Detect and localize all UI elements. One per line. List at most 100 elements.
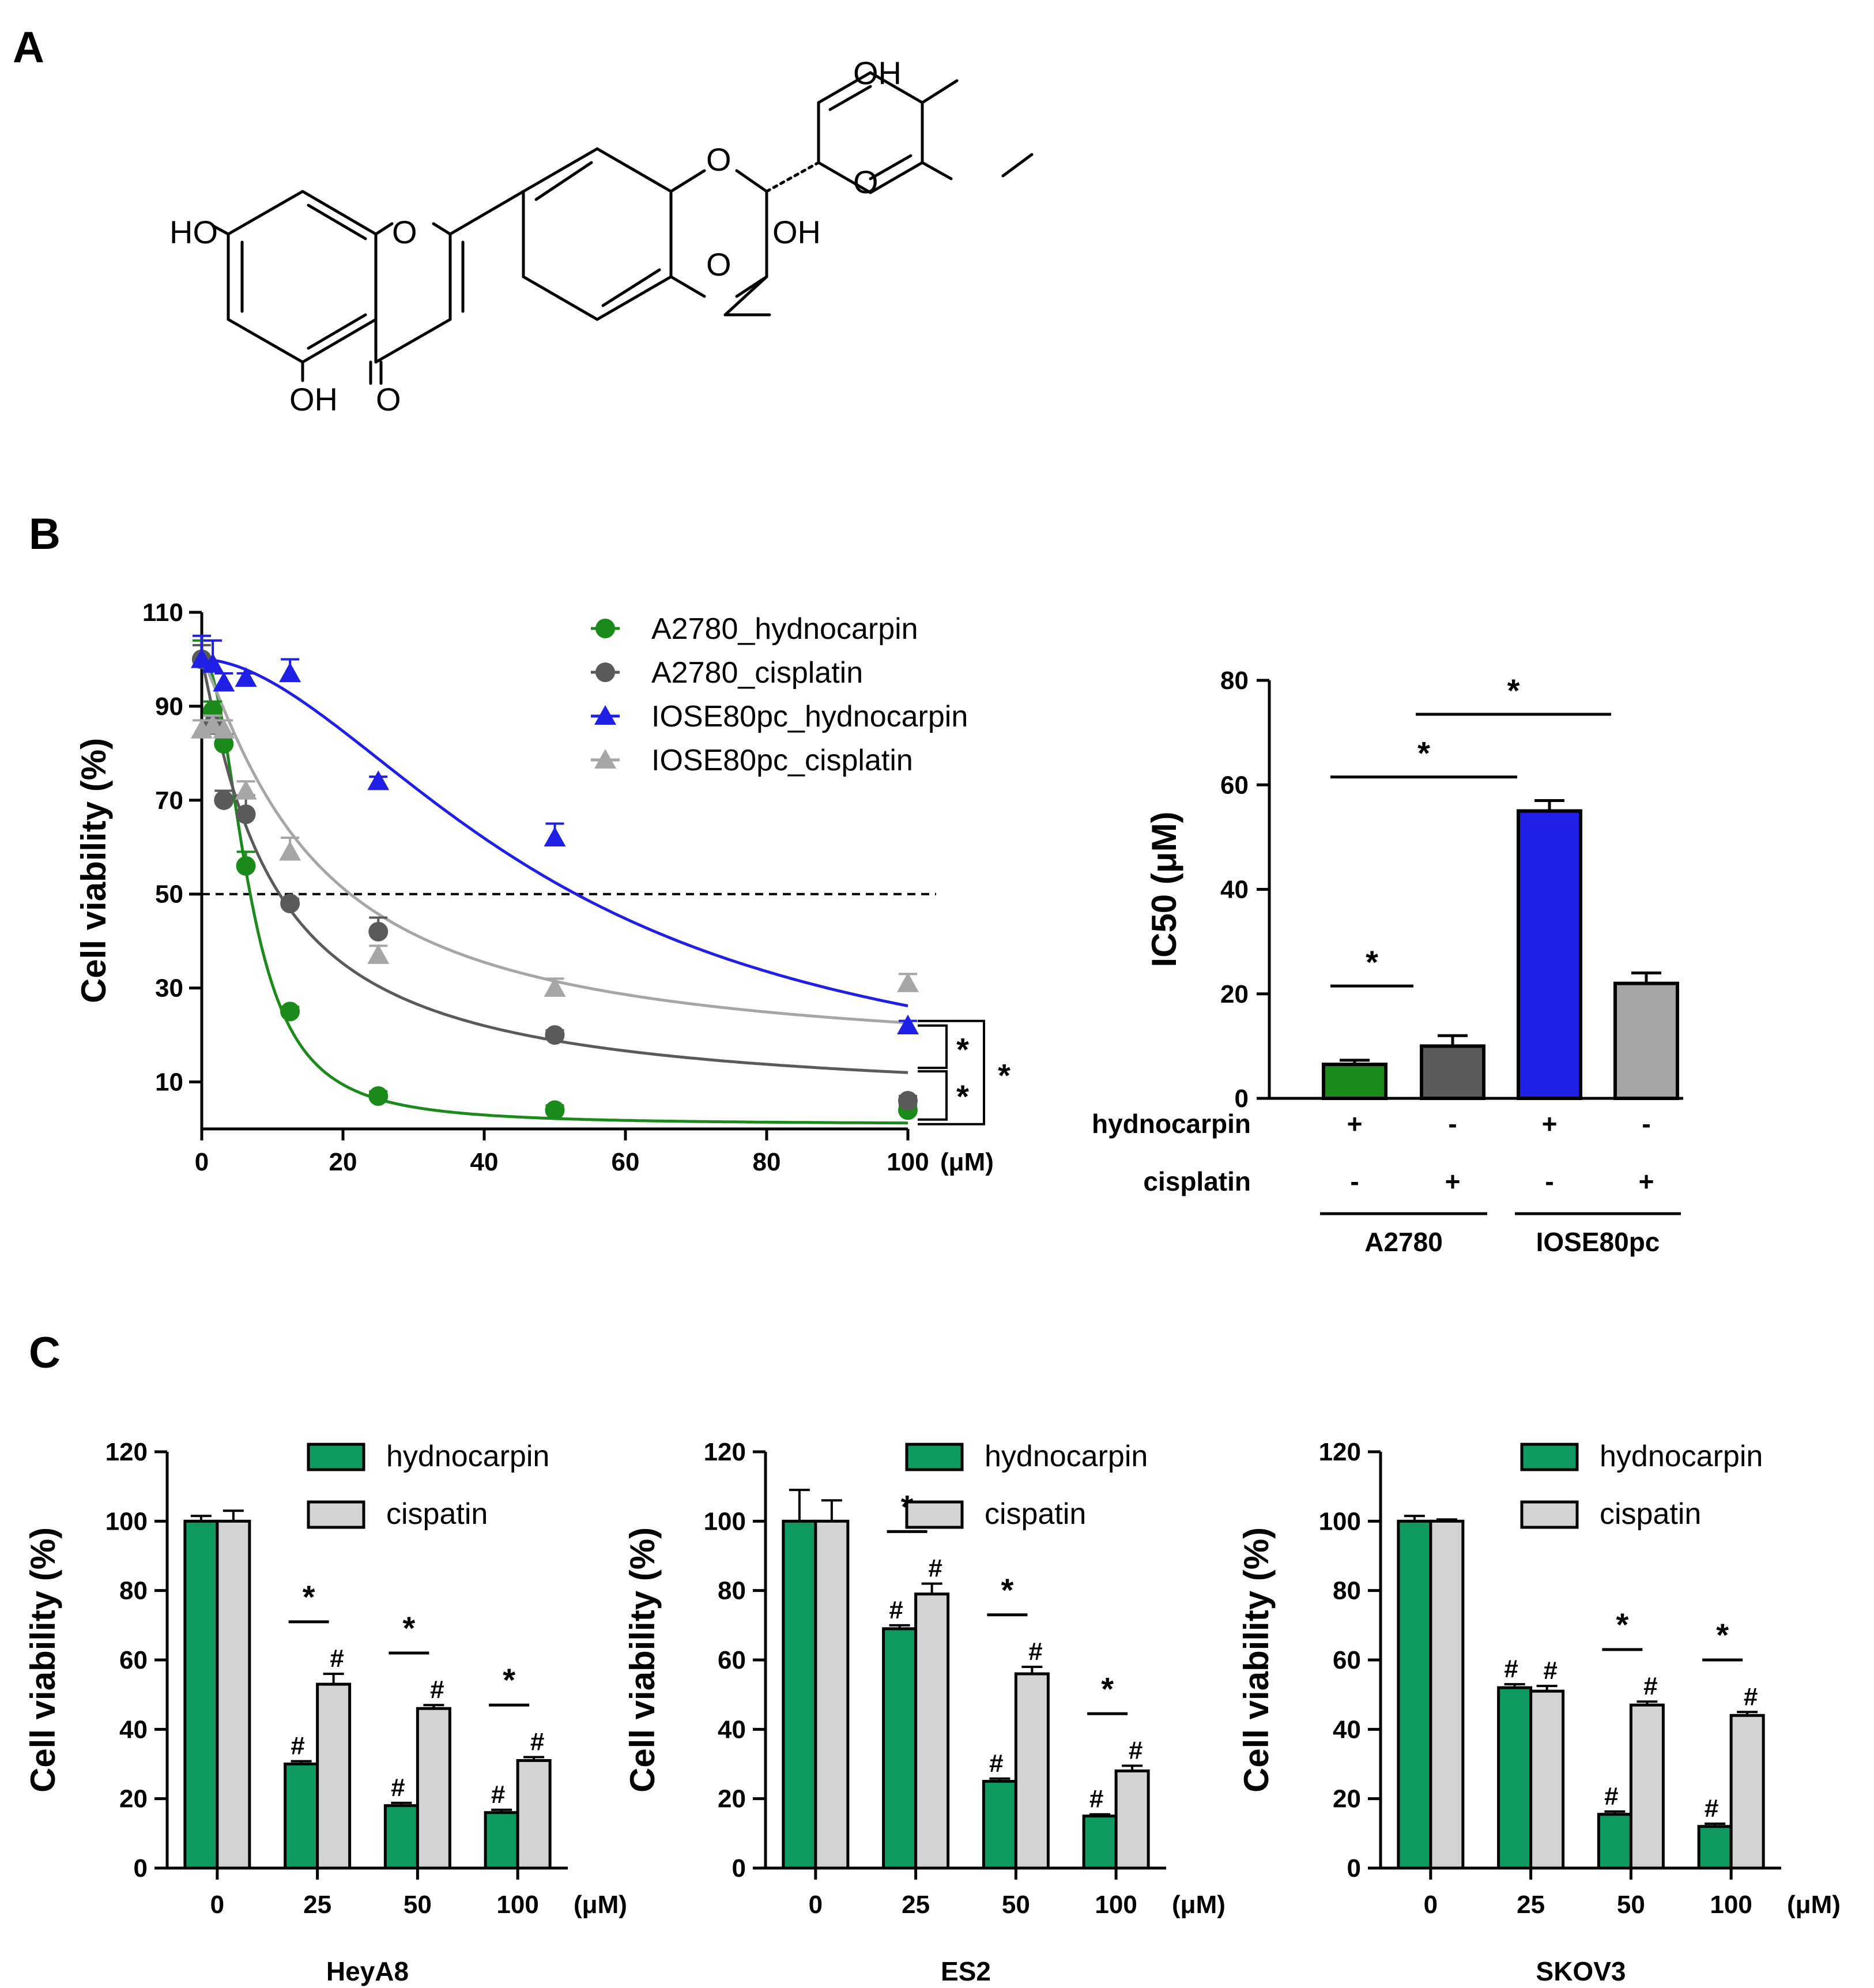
y-tick-label: 0 (1235, 1085, 1249, 1113)
bar-cispatin (316, 1682, 352, 1870)
bar-hydnocarpin (1697, 1825, 1733, 1870)
x-unit-label: (μM) (574, 1891, 627, 1919)
data-point-A2780_hydnocarpin (236, 856, 256, 876)
y-axis-title: Cell viability (%) (74, 738, 113, 1003)
x-unit-label: (μM) (940, 1148, 994, 1176)
y-tick-label: 30 (155, 974, 183, 1003)
significance-star: * (1507, 672, 1520, 709)
y-tick-label: 80 (119, 1577, 148, 1605)
chart-b-dose-response: 10 30 50 70 90 110 0 20 40 60 80 100 (μM) Cell viabil… (74, 598, 1010, 1176)
legend-swatch (1520, 1500, 1579, 1529)
x-tick-label: 0 (809, 1891, 823, 1919)
hash-mark: # (330, 1644, 344, 1673)
legend-label-cispatin: cispatin (386, 1497, 488, 1531)
hash-mark: # (1604, 1782, 1618, 1810)
chart-b-ic50-bars: 0 20 40 60 80 IC50 (μM) hydnocarpin + - + - cisplat… (1092, 667, 1683, 1257)
significance-star: * (1417, 735, 1430, 771)
data-point-IOSE80pc_hydnocarpin (897, 1014, 919, 1034)
y-tick-label: 40 (119, 1715, 148, 1744)
legend-marker (595, 619, 615, 638)
y-tick-label: 80 (1333, 1577, 1361, 1605)
bar-cispatin (1529, 1689, 1565, 1870)
legend-swatch (905, 1443, 964, 1471)
bar-hydnocarpin (484, 1811, 519, 1870)
fit-curve-IOSE80pc_hydnocarpin (201, 658, 908, 1008)
data-point-A2780_hydnocarpin (368, 1086, 389, 1106)
ic50-bar (1613, 981, 1679, 1100)
legend-label-cispatin: cispatin (985, 1497, 1086, 1531)
chem-label-o-ketone: O (376, 381, 401, 417)
bar-hydnocarpin (982, 1780, 1017, 1870)
y-tick-label: 110 (142, 598, 183, 627)
y-tick-label: 40 (718, 1715, 746, 1744)
bar-cispatin (1429, 1519, 1465, 1870)
data-point-IOSE80pc_cisplatin (279, 841, 301, 861)
legend-label-A2780_cisplatin: A2780_cisplatin (651, 656, 863, 690)
hash-mark: # (430, 1676, 444, 1704)
y-tick-label: 80 (718, 1577, 746, 1605)
x-tick-label: 60 (612, 1148, 640, 1176)
data-point-A2780_hydnocarpin (214, 734, 234, 754)
significance-star: * (503, 1662, 515, 1698)
y-tick-label: 60 (718, 1646, 746, 1674)
panel-b-label: B (29, 510, 61, 559)
ic50-bar (1517, 809, 1582, 1100)
x-tick-label: 0 (1424, 1891, 1438, 1919)
significance-star: * (303, 1579, 315, 1615)
hash-mark: # (291, 1732, 304, 1760)
condition-sign: - (1350, 1166, 1359, 1196)
data-point-IOSE80pc_hydnocarpin (213, 672, 235, 692)
x-tick-label: 25 (1517, 1891, 1545, 1919)
x-tick-label: 100 (887, 1148, 929, 1176)
bar-hydnocarpin (1082, 1814, 1118, 1870)
legend-marker (594, 749, 616, 769)
legend-swatch (1520, 1443, 1579, 1471)
data-point-A2780_cisplatin (898, 1091, 918, 1111)
chem-label-oh-top: OH (853, 55, 902, 91)
significance-star: * (956, 1078, 969, 1115)
y-tick-label: 120 (704, 1438, 746, 1466)
legend-label-hydnocarpin: hydnocarpin (1600, 1440, 1763, 1473)
data-point-IOSE80pc_cisplatin (213, 718, 235, 739)
y-tick-label: 100 (105, 1507, 148, 1535)
panel-c-label: C (29, 1328, 61, 1377)
cell-line-title: HeyA8 (326, 1956, 409, 1986)
data-point-A2780_cisplatin (545, 1025, 565, 1045)
condition-sign: - (1545, 1166, 1554, 1196)
hash-mark: # (1643, 1672, 1657, 1700)
bar-cispatin (1729, 1714, 1765, 1870)
x-tick-label: 0 (210, 1891, 224, 1919)
y-tick-label: 20 (1333, 1785, 1361, 1813)
y-tick-label: 0 (1347, 1854, 1361, 1882)
x-unit-label: (μM) (1787, 1891, 1841, 1919)
x-tick-label: 0 (195, 1148, 209, 1176)
significance-star: * (956, 1031, 969, 1067)
y-tick-label: 20 (119, 1785, 148, 1813)
significance-star: * (1001, 1572, 1013, 1608)
data-point-IOSE80pc_cisplatin (367, 944, 390, 964)
significance-star: * (1101, 1670, 1114, 1707)
chem-label-o-ring: O (392, 214, 417, 250)
y-tick-label: 60 (1220, 771, 1249, 799)
legend-label-IOSE80pc_hydnocarpin: IOSE80pc_hydnocarpin (651, 700, 968, 733)
legend-marker (595, 662, 615, 682)
legend-label-hydnocarpin: hydnocarpin (985, 1440, 1148, 1473)
legend-label-cispatin: cispatin (1600, 1497, 1701, 1531)
bar-cispatin (914, 1592, 950, 1870)
data-point-IOSE80pc_hydnocarpin (202, 653, 224, 673)
x-tick-label: 25 (902, 1891, 930, 1919)
y-tick-label: 40 (1333, 1715, 1361, 1744)
y-tick-label: 60 (1333, 1646, 1361, 1674)
significance-star: * (1616, 1606, 1628, 1643)
hash-mark: # (491, 1780, 505, 1809)
condition-sign: + (1542, 1109, 1558, 1139)
ic50-bar (1322, 1063, 1387, 1100)
y-tick-label: 20 (1220, 980, 1249, 1008)
hash-mark: # (928, 1554, 942, 1583)
hash-mark: # (1089, 1785, 1103, 1813)
data-point-IOSE80pc_hydnocarpin (279, 662, 301, 683)
chem-label-o-upper: O (706, 141, 731, 178)
hash-mark: # (1744, 1682, 1758, 1711)
hash-mark: # (1028, 1637, 1042, 1666)
